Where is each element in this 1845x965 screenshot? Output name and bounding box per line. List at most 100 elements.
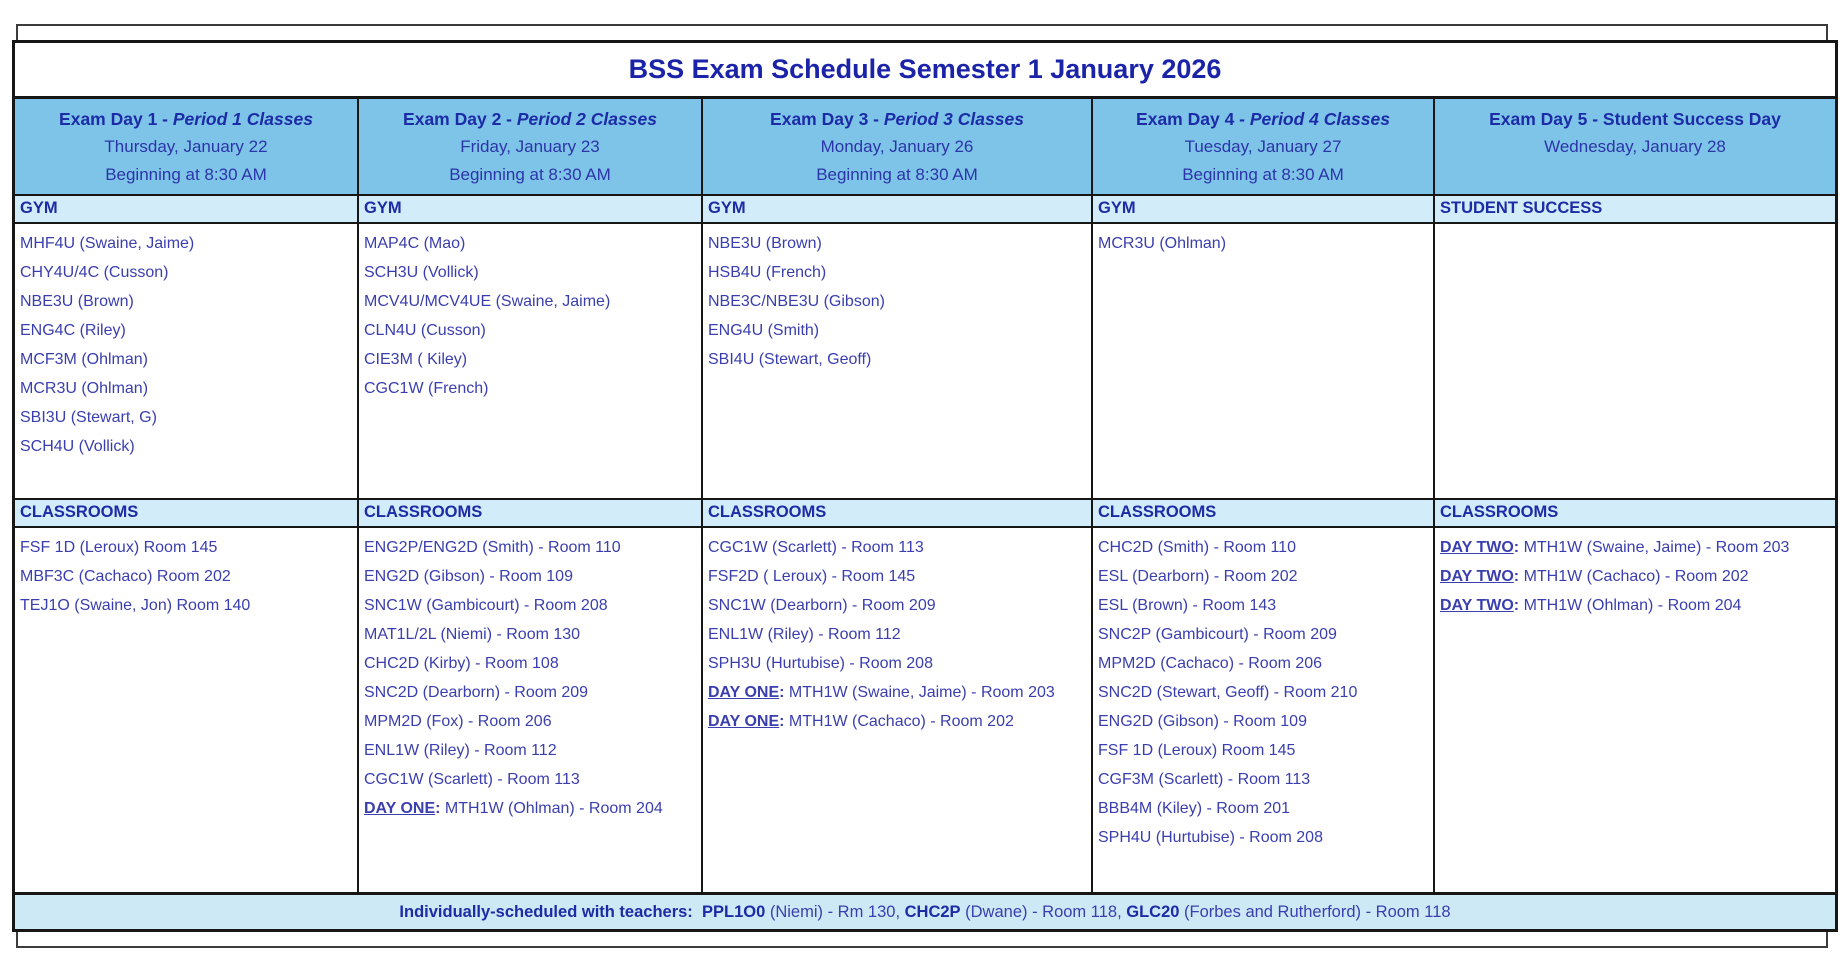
day-4-classrooms-list: CHC2D (Smith) - Room 110 ESL (Dearborn) -… [1093,528,1433,892]
footer-course-code: CHC2P [904,902,961,921]
day-3-title-period: Period 3 Classes [883,109,1024,129]
day-5-student-success-list [1435,224,1835,500]
day-3-time: Beginning at 8:30 AM [816,165,978,184]
course-item: CLN4U (Cusson) [364,322,486,339]
day-2-gym-label: GYM [359,196,701,224]
course-item: MCV4U/MCV4UE (Swaine, Jaime) [364,293,611,310]
course-item: CGC1W (French) [364,380,489,397]
day-prefix-label: DAY ONE: [708,713,785,730]
day-3-classrooms-list: CGC1W (Scarlett) - Room 113 FSF2D ( Lerou… [703,528,1091,892]
day-4-title: Exam Day 4 - Period 4 Classes [1093,105,1433,133]
course-item: ENG2D (Gibson) - Room 109 [1098,713,1307,730]
day-prefix-label: DAY TWO: [1440,597,1520,614]
exam-day-5-column: Exam Day 5 - Student Success Day Wednesd… [1435,99,1835,892]
course-item: DAY TWO: MTH1W (Cachaco) - Room 202 [1440,568,1749,585]
day-2-title-period: Period 2 Classes [516,109,657,129]
course-item: MCR3U (Ohlman) [20,380,149,397]
course-item: BBB4M (Kiley) - Room 201 [1098,800,1291,817]
footer-course-code: PPL1O0 [701,902,766,921]
day-2-classrooms-list: ENG2P/ENG2D (Smith) - Room 110 ENG2D (Gib… [359,528,701,892]
day-4-gym-label: GYM [1093,196,1433,224]
day-1-classrooms-label: CLASSROOMS [15,500,357,528]
day-prefix-label: DAY ONE: [708,684,785,701]
course-item: ESL (Brown) - Room 143 [1098,597,1277,614]
day-4-gym-list: MCR3U (Ohlman) [1093,224,1433,500]
course-item: SPH4U (Hurtubise) - Room 208 [1098,829,1323,846]
course-item: SCH4U (Vollick) [20,438,135,455]
course-item: ENG4C (Riley) [20,322,126,339]
footer-course-code: Individually-scheduled with teachers: [399,902,702,921]
exam-day-2-column: Exam Day 2 - Period 2 Classes Friday, Ja… [359,99,703,892]
course-item: SCH3U (Vollick) [364,264,479,281]
course-item: SBI3U (Stewart, G) [20,409,157,426]
course-item: DAY ONE: MTH1W (Cachaco) - Room 202 [708,713,1014,730]
day-1-title-period: Period 1 Classes [172,109,313,129]
day-3-classrooms-label: CLASSROOMS [703,500,1091,528]
course-item: MHF4U (Swaine, Jaime) [20,235,195,252]
day-3-date: Monday, January 26 [820,137,974,156]
course-item: MAT1L/2L (Niemi) - Room 130 [364,626,581,643]
day-2-gym-list: MAP4C (Mao) SCH3U (Vollick) MCV4U/MCV4UE (… [359,224,701,500]
individually-scheduled-note: Individually-scheduled with teachers: PP… [15,892,1835,929]
course-item: FSF 1D (Leroux) Room 145 [1098,742,1296,759]
day-2-time: Beginning at 8:30 AM [449,165,611,184]
course-item: CGC1W (Scarlett) - Room 113 [708,539,924,556]
page-title: BSS Exam Schedule Semester 1 January 202… [15,43,1835,99]
day-1-date: Thursday, January 22 [104,137,268,156]
day-1-title: Exam Day 1 - Period 1 Classes [15,105,357,133]
course-item: SNC1W (Gambicourt) - Room 208 [364,597,608,614]
exam-day-3-column: Exam Day 3 - Period 3 Classes Monday, Ja… [703,99,1093,892]
course-item: DAY ONE: MTH1W (Swaine, Jaime) - Room 20… [708,684,1055,701]
course-item: SNC2P (Gambicourt) - Room 209 [1098,626,1337,643]
course-item: NBE3U (Brown) [20,293,134,310]
course-item: ENG4U (Smith) [708,322,820,339]
course-item: SNC2D (Dearborn) - Room 209 [364,684,589,701]
course-item: NBE3C/NBE3U (Gibson) [708,293,885,310]
course-item: DAY ONE: MTH1W (Ohlman) - Room 204 [364,800,663,817]
day-5-title-prefix: Exam Day 5 - Student Success Day [1489,109,1781,129]
day-columns: Exam Day 1 - Period 1 Classes Thursday, … [15,99,1835,892]
course-item: DAY TWO: MTH1W (Ohlman) - Room 204 [1440,597,1742,614]
day-2-title-prefix: Exam Day 2 - [403,109,517,129]
course-item: CGC1W (Scarlett) - Room 113 [364,771,580,788]
course-item: CHC2D (Smith) - Room 110 [1098,539,1296,556]
day-4-date: Tuesday, January 27 [1184,137,1342,156]
day-1-header: Exam Day 1 - Period 1 Classes Thursday, … [15,99,357,196]
course-item: ESL (Dearborn) - Room 202 [1098,568,1298,585]
day-5-student-success-label: STUDENT SUCCESS [1435,196,1835,224]
course-item: MCR3U (Ohlman) [1098,235,1227,252]
day-2-classrooms-label: CLASSROOMS [359,500,701,528]
course-item: ENL1W (Riley) - Room 112 [708,626,901,643]
day-2-header: Exam Day 2 - Period 2 Classes Friday, Ja… [359,99,701,196]
exam-schedule-table: BSS Exam Schedule Semester 1 January 202… [12,40,1838,932]
course-item: SNC2D (Stewart, Geoff) - Room 210 [1098,684,1358,701]
course-item: MAP4C (Mao) [364,235,466,252]
day-5-classrooms-list: DAY TWO: MTH1W (Swaine, Jaime) - Room 20… [1435,528,1835,892]
day-prefix-label: DAY TWO: [1440,568,1520,585]
course-item: SPH3U (Hurtubise) - Room 208 [708,655,933,672]
course-item: ENG2P/ENG2D (Smith) - Room 110 [364,539,621,556]
day-1-title-prefix: Exam Day 1 - [59,109,173,129]
course-item: ENG2D (Gibson) - Room 109 [364,568,573,585]
exam-day-4-column: Exam Day 4 - Period 4 Classes Tuesday, J… [1093,99,1435,892]
course-item: TEJ1O (Swaine, Jon) Room 140 [20,597,251,614]
day-5-date: Wednesday, January 28 [1544,137,1726,156]
day-4-time: Beginning at 8:30 AM [1182,165,1344,184]
day-3-title-prefix: Exam Day 3 - [770,109,884,129]
day-4-classrooms-label: CLASSROOMS [1093,500,1433,528]
course-item: CHC2D (Kirby) - Room 108 [364,655,559,672]
course-item: HSB4U (French) [708,264,827,281]
day-2-title: Exam Day 2 - Period 2 Classes [359,105,701,133]
day-3-gym-list: NBE3U (Brown) HSB4U (French) NBE3C/NBE3U (… [703,224,1091,500]
day-1-classrooms-list: FSF 1D (Leroux) Room 145 MBF3C (Cachaco) … [15,528,357,892]
course-item: ENL1W (Riley) - Room 112 [364,742,557,759]
footer-course-code: GLC20 [1126,902,1180,921]
course-item: SBI4U (Stewart, Geoff) [708,351,872,368]
course-item: FSF 1D (Leroux) Room 145 [20,539,218,556]
footer-text: (Forbes and Rutherford) - Room 118 [1179,902,1451,921]
day-prefix-label: DAY TWO: [1440,539,1520,556]
day-4-title-prefix: Exam Day 4 - [1136,109,1250,129]
course-item: CHY4U/4C (Cusson) [20,264,169,281]
day-5-classrooms-label: CLASSROOMS [1435,500,1835,528]
